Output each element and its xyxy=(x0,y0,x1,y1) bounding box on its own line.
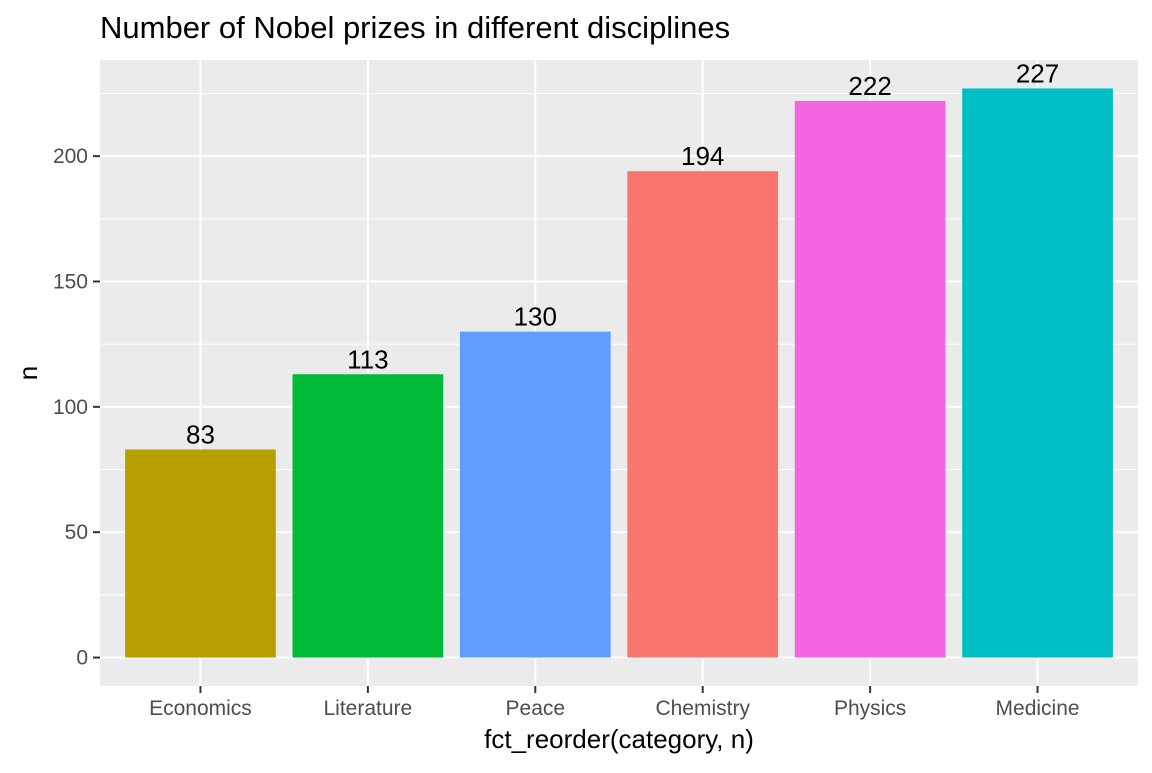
x-axis: Economics Literature Peace Chemistry Physics… xyxy=(149,686,1080,720)
bar-literature xyxy=(292,374,444,658)
x-tick-label-physics: Physics xyxy=(834,697,906,720)
data-label-economics: 83 xyxy=(186,419,215,449)
x-tick-label-literature: Literature xyxy=(324,697,413,720)
data-label-chemistry: 194 xyxy=(681,141,724,171)
bar-economics xyxy=(125,449,276,658)
y-tick-label: 200 xyxy=(53,145,88,168)
bar-peace xyxy=(459,331,611,658)
chart-title: Number of Nobel prizes in different disc… xyxy=(100,10,730,45)
x-axis-title: fct_reorder(category, n) xyxy=(484,724,754,754)
x-tick-label-medicine: Medicine xyxy=(996,697,1080,720)
bar-chemistry xyxy=(627,171,779,658)
data-label-medicine: 227 xyxy=(1016,58,1059,88)
x-tick-label-chemistry: Chemistry xyxy=(655,697,750,720)
y-axis: 0 50 100 150 200 xyxy=(53,145,100,670)
y-tick-label: 0 xyxy=(76,647,88,670)
bars xyxy=(125,88,1113,658)
data-label-physics: 222 xyxy=(848,71,891,101)
data-label-literature: 113 xyxy=(347,344,388,374)
y-axis-title: n xyxy=(13,366,43,380)
y-tick-label: 100 xyxy=(53,396,88,419)
x-tick-label-peace: Peace xyxy=(506,697,566,720)
bar-physics xyxy=(794,100,946,658)
data-labels: 83 113 130 194 222 227 xyxy=(186,58,1059,449)
y-tick-label: 50 xyxy=(65,521,88,544)
bar-medicine xyxy=(962,88,1113,658)
x-tick-label-economics: Economics xyxy=(149,697,252,720)
data-label-peace: 130 xyxy=(514,302,557,332)
y-tick-label: 150 xyxy=(53,270,88,293)
